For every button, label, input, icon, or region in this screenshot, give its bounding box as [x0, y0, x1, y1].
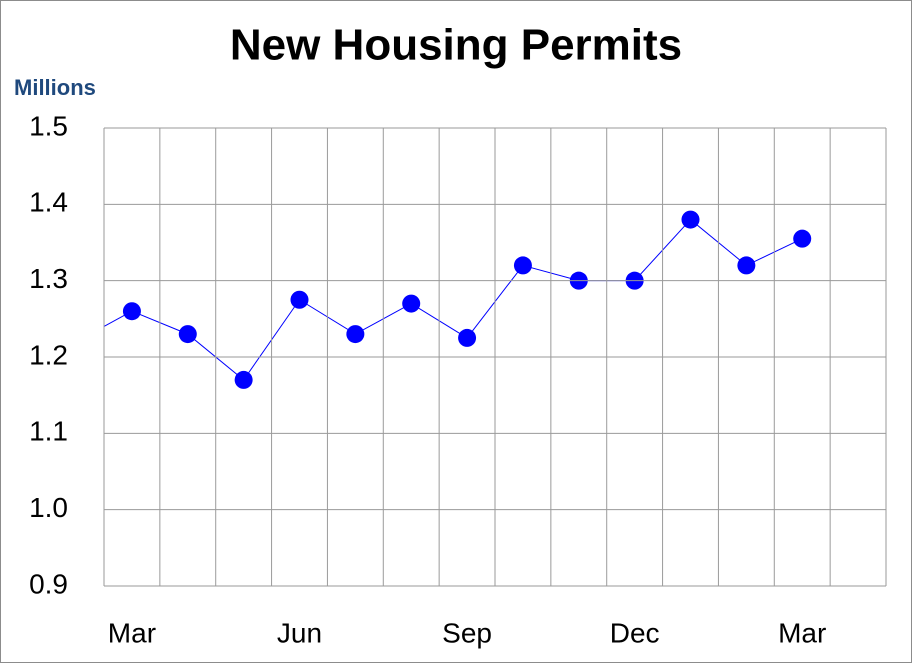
y-tick-label: 0.9	[29, 568, 68, 599]
y-tick-label: 1.4	[29, 187, 68, 218]
y-tick-label: 1.5	[29, 110, 68, 141]
chart-title: New Housing Permits	[230, 21, 682, 70]
data-point	[290, 290, 309, 309]
x-tick-label: Sep	[442, 617, 492, 648]
data-point	[737, 256, 756, 275]
y-axis-label: Millions	[14, 75, 96, 100]
data-point	[513, 256, 532, 275]
x-tick-label: Jun	[277, 617, 322, 648]
x-tick-label: Mar	[108, 617, 156, 648]
data-point	[234, 370, 253, 389]
x-tick-label: Dec	[610, 617, 660, 648]
data-point	[793, 229, 812, 248]
data-point	[178, 325, 197, 344]
y-tick-label: 1.1	[29, 416, 68, 447]
data-point	[346, 325, 365, 344]
y-tick-label: 1.3	[29, 263, 68, 294]
x-tick-label: Mar	[778, 617, 826, 648]
y-tick-label: 1.0	[29, 492, 68, 523]
data-point	[681, 210, 700, 229]
data-point	[458, 328, 477, 347]
plot-area	[104, 210, 812, 389]
y-tick-label: 1.2	[29, 339, 68, 370]
data-point	[122, 302, 141, 321]
data-point	[402, 294, 421, 313]
